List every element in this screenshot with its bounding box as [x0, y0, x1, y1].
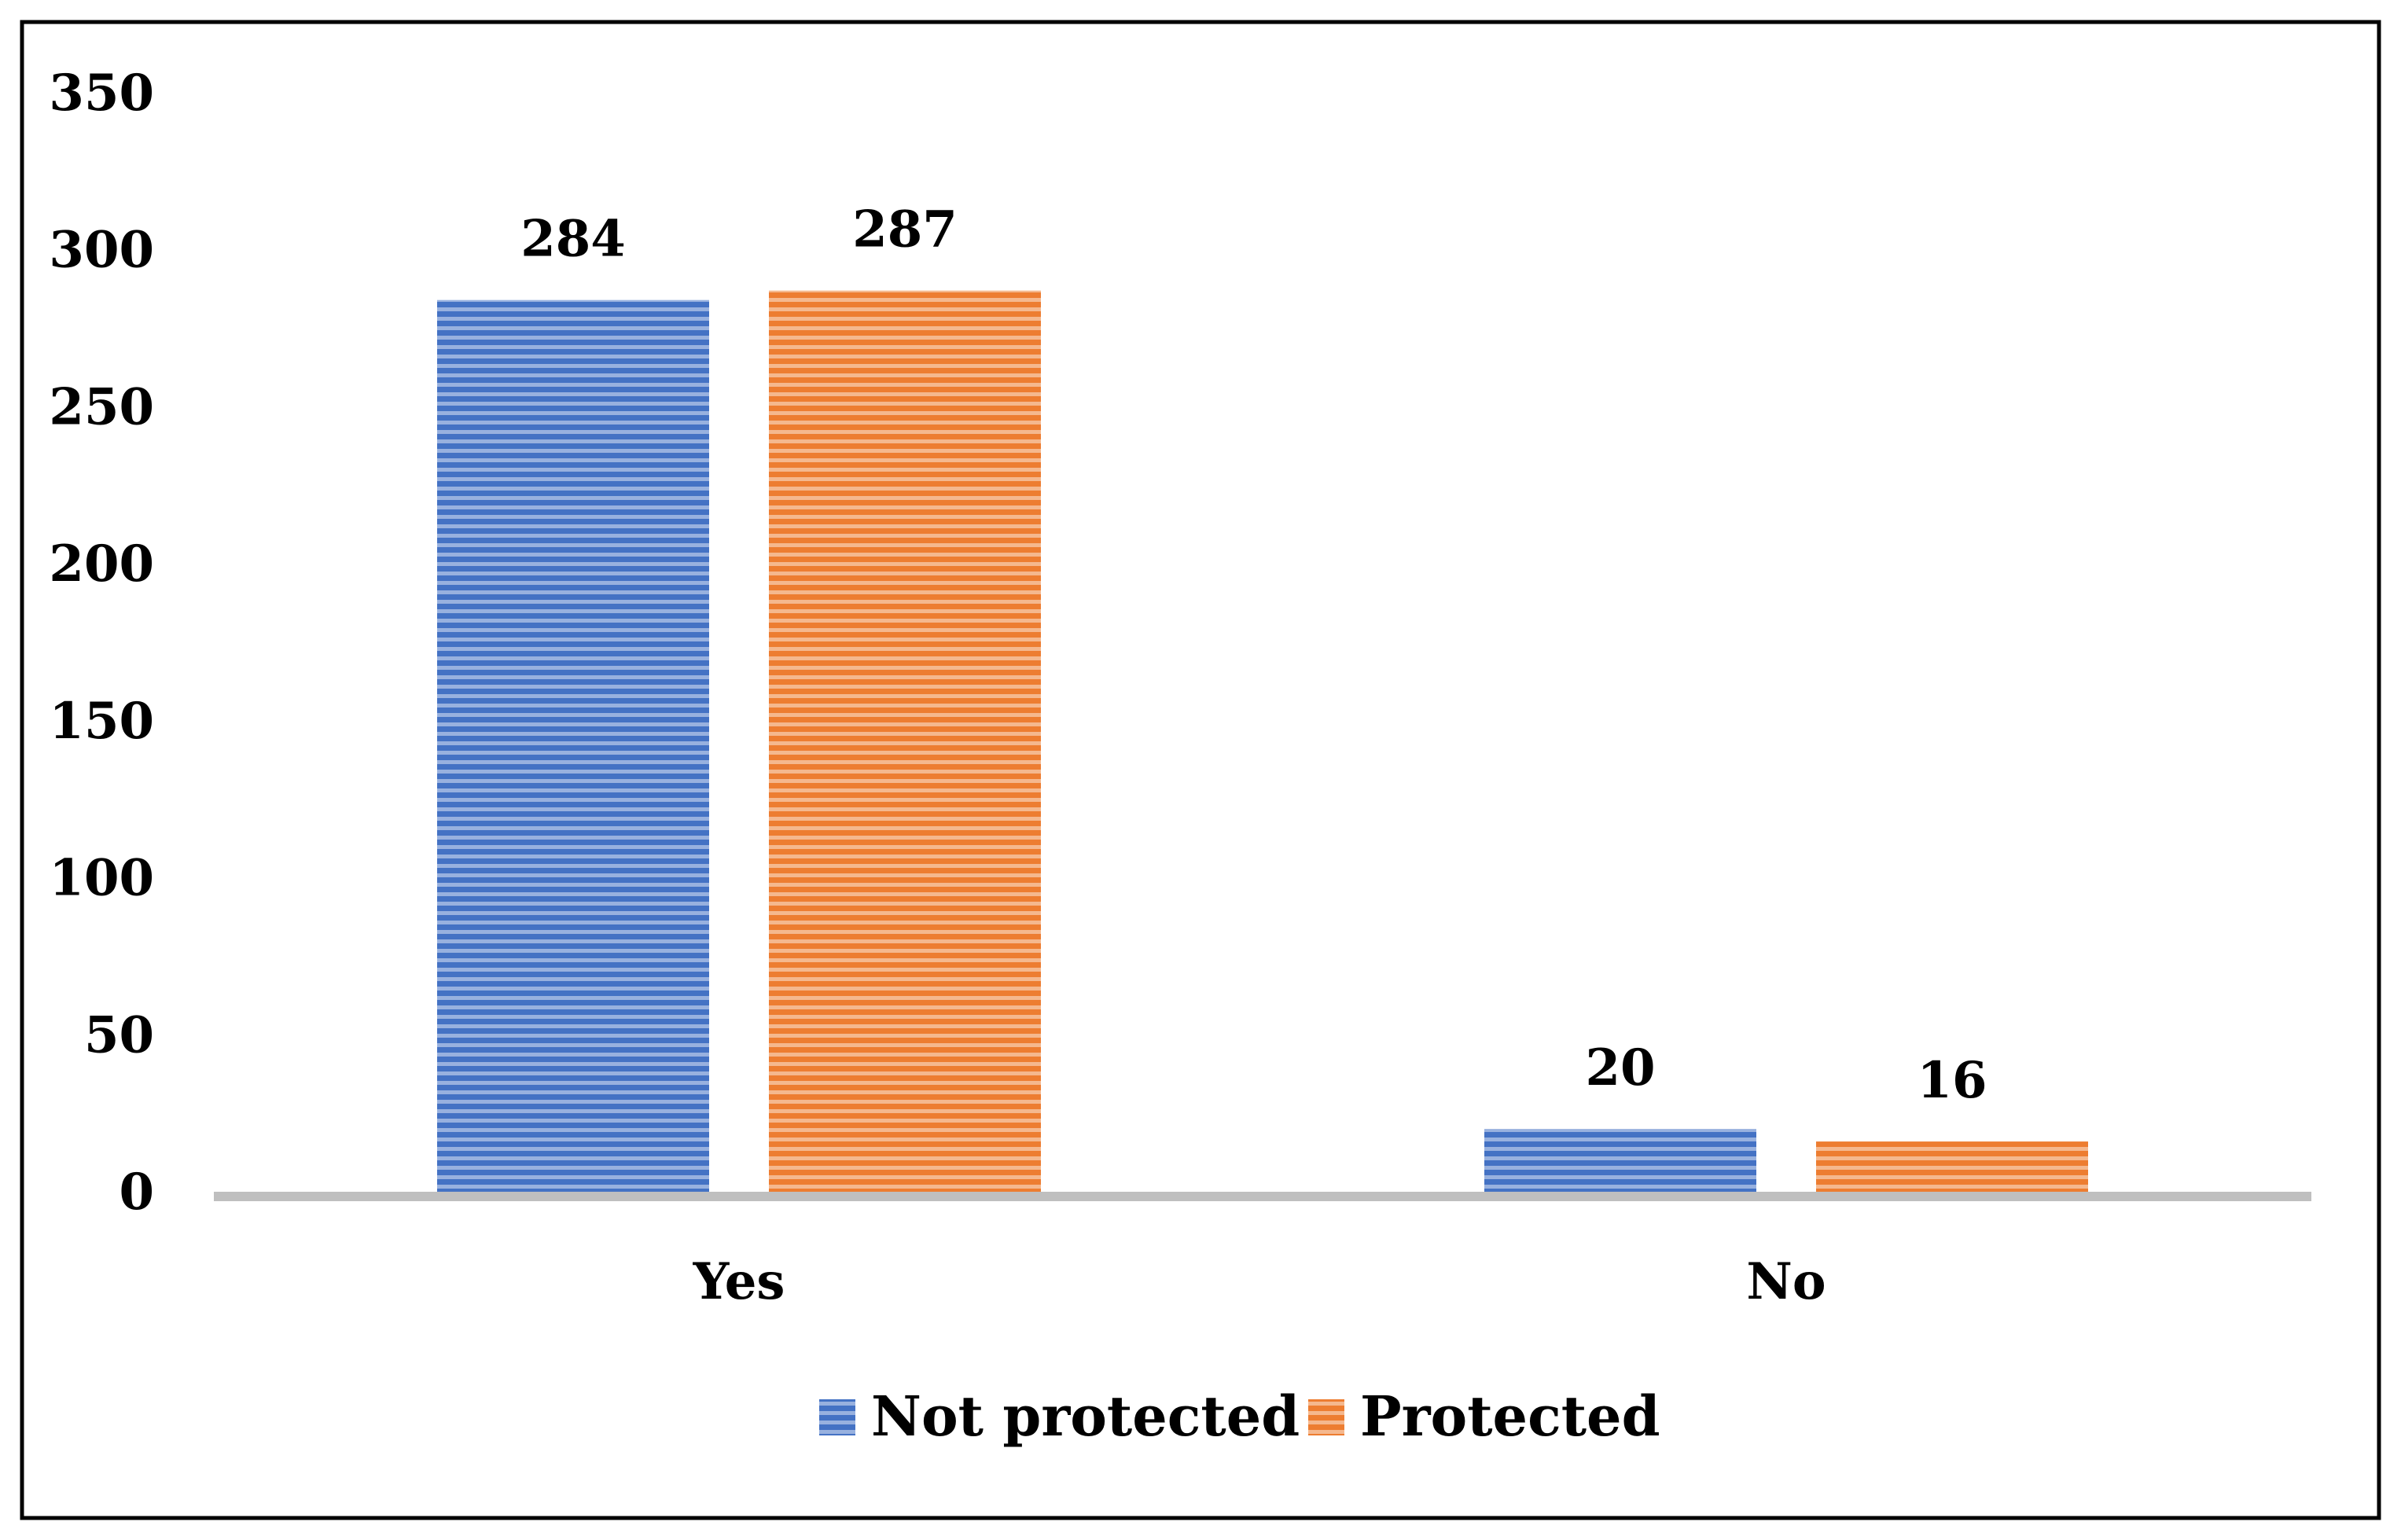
y-tick-label: 350 [49, 64, 154, 123]
legend-swatch-not-protected [819, 1399, 855, 1435]
data-label: 20 [1585, 1038, 1655, 1097]
bar-yes-not-protected [437, 300, 709, 1193]
y-tick-label: 100 [49, 849, 154, 908]
data-label: 16 [1917, 1051, 1987, 1110]
y-axis-ticks: 0 50 100 150 200 250 300 350 [49, 64, 154, 1222]
y-tick-label: 300 [49, 221, 154, 280]
chart-frame [20, 20, 2381, 1520]
legend: Not protected Protected [819, 1384, 1660, 1449]
x-tick-label: Yes [693, 1252, 785, 1311]
data-labels: 284 287 20 16 [520, 200, 1987, 1110]
x-tick-label: No [1746, 1252, 1826, 1311]
bar-no-not-protected [1484, 1129, 1756, 1192]
y-tick-label: 250 [49, 377, 154, 436]
legend-swatch-protected [1308, 1399, 1344, 1435]
bars [437, 290, 2088, 1193]
data-label: 284 [520, 210, 626, 269]
y-tick-label: 150 [49, 692, 154, 751]
y-tick-label: 200 [49, 535, 154, 594]
bar-no-protected [1816, 1141, 2088, 1192]
legend-label: Protected [1360, 1384, 1660, 1449]
y-tick-label: 0 [119, 1163, 154, 1222]
legend-label: Not protected [871, 1384, 1300, 1449]
x-axis-ticks: Yes No [693, 1252, 1826, 1311]
data-label: 287 [852, 200, 958, 259]
y-tick-label: 50 [84, 1005, 154, 1064]
bar-yes-protected [769, 290, 1041, 1192]
